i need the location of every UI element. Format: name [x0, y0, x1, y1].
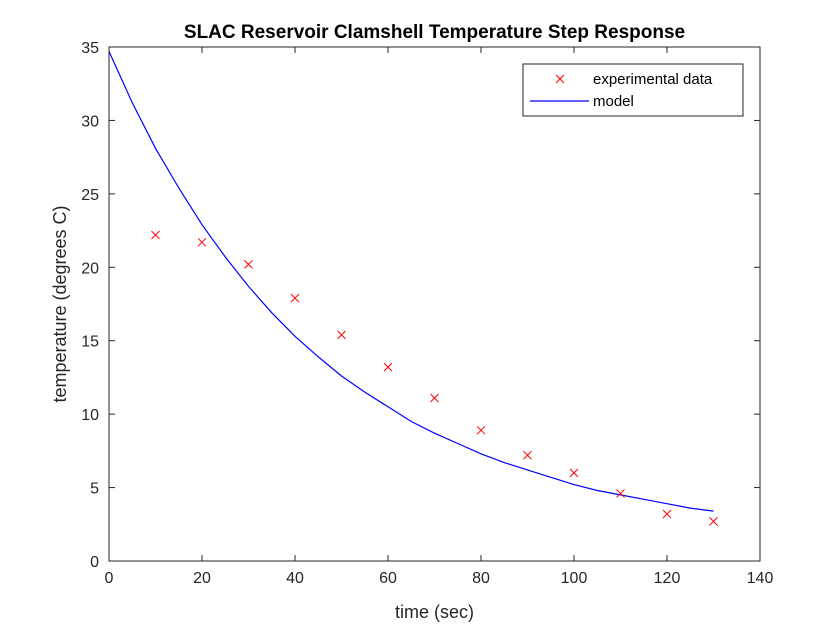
data-point [569, 468, 579, 478]
model-line [108, 51, 714, 512]
y-tick-label: 10 [81, 407, 99, 424]
x-tick-label: 100 [561, 570, 588, 587]
data-point [616, 489, 625, 498]
x-axis-label: time (sec) [395, 602, 474, 622]
legend-box [522, 63, 744, 117]
data-point [337, 330, 346, 340]
y-tick-label: 25 [81, 187, 99, 204]
chart-title: SLAC Reservoir Clamshell Temperature Ste… [184, 22, 685, 43]
data-point [290, 293, 300, 303]
x-tick-label: 120 [654, 570, 681, 587]
data-point [662, 509, 672, 519]
legend: experimental data model [522, 63, 744, 117]
data-point [197, 237, 207, 247]
y-tick-label: 5 [90, 481, 99, 498]
data-point [383, 362, 393, 372]
data-point [430, 393, 439, 403]
legend-marker-experimental [555, 74, 565, 84]
data-point [151, 230, 160, 240]
data-point [476, 425, 486, 435]
plot-area [109, 47, 760, 561]
plot-frame [108, 46, 761, 562]
legend-label-experimental: experimental data [593, 71, 713, 88]
y-tick-label: 0 [90, 554, 99, 571]
x-tick-label: 0 [105, 570, 114, 587]
plot-content [108, 51, 718, 526]
data-point [523, 450, 532, 460]
y-tick-label: 35 [81, 40, 99, 57]
axes: 0 20 40 60 80 100 120 140 0 5 10 15 20 25 30 35 [81, 40, 773, 587]
y-tick-label: 15 [81, 334, 99, 351]
data-point [709, 516, 718, 526]
data-point [244, 259, 253, 269]
x-tick-label: 20 [193, 570, 211, 587]
x-tick-label: 80 [472, 570, 490, 587]
y-tick-label: 30 [81, 113, 99, 130]
x-tick-label: 140 [747, 570, 774, 587]
y-axis-label: temperature (degrees C) [50, 205, 70, 402]
x-tick-label: 60 [379, 570, 397, 587]
x-tick-label: 40 [286, 570, 304, 587]
legend-label-model: model [593, 93, 634, 110]
y-tick-label: 20 [81, 260, 99, 277]
